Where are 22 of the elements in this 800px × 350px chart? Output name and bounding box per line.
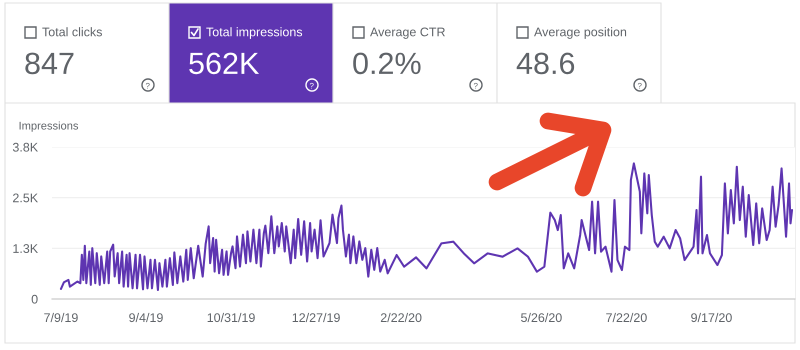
x-tick-label: 7/9/19 [44, 312, 78, 322]
category-label: Total clicks [42, 27, 102, 36]
x-tick-label: 9/17/20 [691, 312, 732, 322]
category-label: Total impressions [206, 27, 302, 39]
x-tick-label: 9/4/19 [129, 312, 163, 322]
category-label: Average position [534, 27, 626, 39]
text: 48.6 [516, 52, 574, 74]
y-tick-label: 1.3K [13, 244, 38, 253]
y-tick-label: 3.8K [12, 142, 38, 152]
x-tick-label: 2/22/20 [380, 312, 422, 322]
text: 0.2% [353, 52, 421, 74]
x-tick-label: 5/26/20 [521, 312, 562, 322]
text: 562K [189, 52, 260, 74]
category-label: Average CTR [370, 28, 445, 39]
x-tick-label: 12/27/19 [292, 312, 340, 322]
x-tick-label: 7/22/20 [606, 312, 647, 322]
x-tick-label: 10/31/19 [208, 312, 255, 322]
text: 847 [25, 52, 74, 74]
line-series [60, 162, 794, 292]
y-tick-label: 0 [32, 294, 38, 304]
y-tick-label: 2.5K [13, 193, 38, 202]
y-axis-title: Impressions [20, 121, 78, 132]
